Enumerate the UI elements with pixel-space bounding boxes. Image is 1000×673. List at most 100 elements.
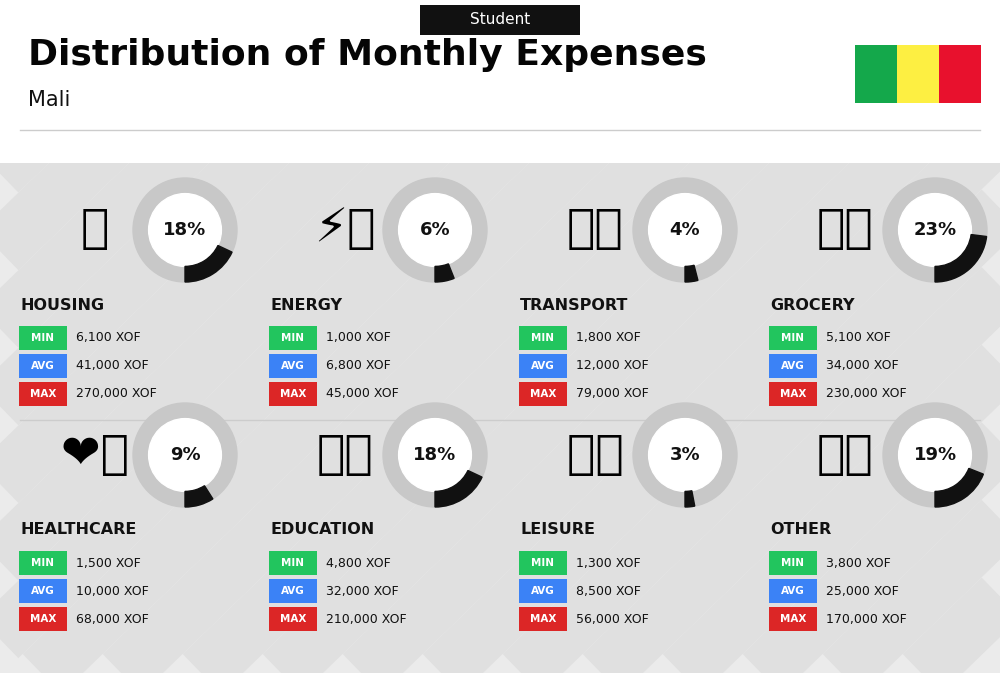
Text: MAX: MAX [780,389,806,399]
FancyBboxPatch shape [519,382,567,406]
Text: MAX: MAX [30,389,56,399]
Circle shape [399,419,471,491]
Text: HOUSING: HOUSING [20,297,104,312]
Text: 1,000 XOF: 1,000 XOF [326,332,391,345]
FancyBboxPatch shape [19,382,67,406]
Wedge shape [435,264,454,282]
Wedge shape [185,486,213,507]
Text: MAX: MAX [280,389,306,399]
Circle shape [399,194,471,267]
Text: EDUCATION: EDUCATION [270,522,374,538]
Text: AVG: AVG [281,361,305,371]
Text: 9%: 9% [170,446,200,464]
Text: 3%: 3% [670,446,700,464]
FancyBboxPatch shape [19,326,67,350]
Text: Student: Student [470,13,530,28]
Text: AVG: AVG [531,361,555,371]
Text: MIN: MIN [282,333,304,343]
Text: 19%: 19% [913,446,957,464]
Text: 270,000 XOF: 270,000 XOF [76,388,157,400]
FancyBboxPatch shape [769,551,817,575]
FancyBboxPatch shape [269,382,317,406]
Text: 230,000 XOF: 230,000 XOF [826,388,907,400]
Text: 210,000 XOF: 210,000 XOF [326,612,407,625]
Text: MIN: MIN [32,333,54,343]
Text: 🛒🥦: 🛒🥦 [817,207,873,252]
Circle shape [133,403,237,507]
FancyBboxPatch shape [519,326,567,350]
Text: 18%: 18% [163,221,207,239]
Wedge shape [685,491,695,507]
Text: 💰👛: 💰👛 [817,433,873,478]
Text: 18%: 18% [413,446,457,464]
Text: 23%: 23% [913,221,957,239]
FancyBboxPatch shape [269,579,317,603]
Circle shape [883,403,987,507]
Circle shape [383,178,487,282]
FancyBboxPatch shape [519,579,567,603]
Text: 41,000 XOF: 41,000 XOF [76,359,149,372]
Text: TRANSPORT: TRANSPORT [520,297,628,312]
Text: 1,300 XOF: 1,300 XOF [576,557,641,569]
Text: MIN: MIN [532,558,554,568]
Text: 34,000 XOF: 34,000 XOF [826,359,899,372]
FancyBboxPatch shape [769,326,817,350]
Circle shape [633,403,737,507]
Text: 56,000 XOF: 56,000 XOF [576,612,649,625]
Text: 4%: 4% [670,221,700,239]
Text: 🎓📚: 🎓📚 [317,433,373,478]
FancyBboxPatch shape [519,607,567,631]
Text: 10,000 XOF: 10,000 XOF [76,584,149,598]
FancyBboxPatch shape [269,551,317,575]
Wedge shape [435,470,482,507]
Text: 6,100 XOF: 6,100 XOF [76,332,141,345]
Text: ENERGY: ENERGY [270,297,342,312]
Text: 4,800 XOF: 4,800 XOF [326,557,391,569]
Text: 1,800 XOF: 1,800 XOF [576,332,641,345]
Wedge shape [685,265,698,282]
Text: OTHER: OTHER [770,522,831,538]
Circle shape [649,419,721,491]
Text: MAX: MAX [280,614,306,624]
Text: 45,000 XOF: 45,000 XOF [326,388,399,400]
FancyBboxPatch shape [769,579,817,603]
Text: 1,500 XOF: 1,500 XOF [76,557,141,569]
Text: AVG: AVG [281,586,305,596]
FancyBboxPatch shape [939,45,981,103]
Text: 6,800 XOF: 6,800 XOF [326,359,391,372]
FancyBboxPatch shape [420,5,580,35]
Text: Distribution of Monthly Expenses: Distribution of Monthly Expenses [28,38,707,72]
FancyBboxPatch shape [519,354,567,378]
FancyBboxPatch shape [269,607,317,631]
Text: 5,100 XOF: 5,100 XOF [826,332,891,345]
FancyBboxPatch shape [769,354,817,378]
Text: AVG: AVG [31,361,55,371]
Circle shape [899,194,971,267]
Text: MIN: MIN [782,558,804,568]
Text: LEISURE: LEISURE [520,522,595,538]
Text: 32,000 XOF: 32,000 XOF [326,584,399,598]
Circle shape [383,403,487,507]
Text: 12,000 XOF: 12,000 XOF [576,359,649,372]
Circle shape [883,178,987,282]
Text: ❤️💊: ❤️💊 [61,433,129,478]
Circle shape [649,194,721,267]
Text: MAX: MAX [530,614,556,624]
Text: AVG: AVG [31,586,55,596]
FancyBboxPatch shape [0,0,1000,163]
Text: AVG: AVG [781,361,805,371]
Wedge shape [185,246,232,282]
Text: MIN: MIN [32,558,54,568]
FancyBboxPatch shape [269,354,317,378]
Circle shape [149,419,221,491]
FancyBboxPatch shape [19,551,67,575]
Text: MAX: MAX [530,389,556,399]
Text: GROCERY: GROCERY [770,297,854,312]
FancyBboxPatch shape [19,579,67,603]
Text: HEALTHCARE: HEALTHCARE [20,522,136,538]
Text: MAX: MAX [30,614,56,624]
Wedge shape [935,235,987,282]
Text: 6%: 6% [420,221,450,239]
Text: 🚌🚗: 🚌🚗 [567,207,623,252]
Text: 170,000 XOF: 170,000 XOF [826,612,907,625]
